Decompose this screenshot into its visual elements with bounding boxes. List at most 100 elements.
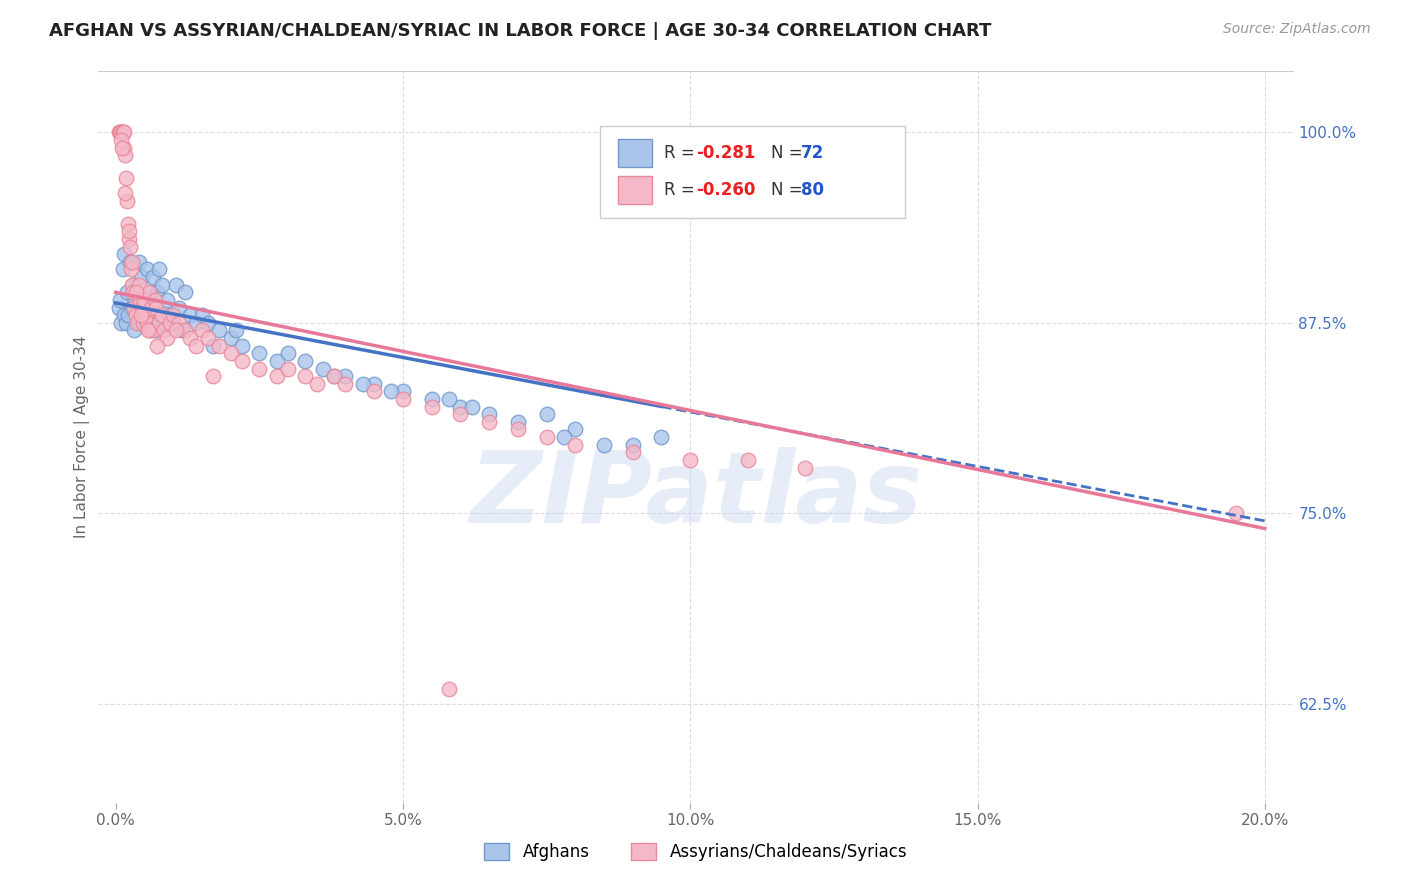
Point (107, 125, 129, 139)
Text: R =: R = (664, 145, 700, 162)
Point (449, 407, 471, 421)
Point (127, 301, 149, 315)
Point (141, 323, 163, 337)
Point (156, 331, 179, 345)
Point (131, 301, 153, 315)
Point (247, 361, 270, 376)
Point (323, 369, 346, 384)
Point (110, 125, 132, 139)
Point (478, 407, 501, 421)
Point (363, 376, 385, 391)
Point (294, 354, 316, 368)
Point (122, 285, 145, 300)
Point (197, 316, 219, 330)
Point (150, 308, 173, 322)
Point (266, 354, 288, 368)
Point (143, 293, 166, 307)
Text: -0.281: -0.281 (696, 145, 755, 162)
Point (142, 323, 165, 337)
Point (145, 323, 167, 337)
Point (392, 384, 415, 399)
Point (506, 415, 529, 429)
Point (794, 460, 817, 475)
Text: 72: 72 (801, 145, 824, 162)
Point (135, 308, 157, 322)
Point (136, 323, 159, 337)
Point (150, 277, 173, 292)
Point (197, 331, 219, 345)
Point (122, 301, 145, 315)
Point (437, 392, 460, 406)
Point (115, 285, 138, 300)
Point (110, 293, 132, 307)
Y-axis label: In Labor Force | Age 30-34: In Labor Force | Age 30-34 (75, 335, 90, 539)
Point (139, 285, 162, 300)
Point (420, 392, 443, 406)
Point (162, 308, 184, 322)
Point (136, 316, 159, 330)
Point (145, 301, 167, 315)
Point (225, 323, 247, 337)
Point (134, 293, 156, 307)
Point (380, 384, 402, 399)
Point (420, 400, 443, 414)
Point (115, 316, 138, 330)
Point (202, 369, 225, 384)
Point (125, 293, 148, 307)
Point (139, 323, 162, 337)
Point (679, 453, 702, 467)
Point (184, 338, 207, 352)
Point (231, 354, 253, 368)
Point (191, 308, 214, 322)
Point (146, 338, 169, 352)
Point (153, 316, 176, 330)
Point (159, 316, 181, 330)
Point (219, 331, 242, 345)
Point (167, 316, 190, 330)
Text: N =: N = (772, 145, 808, 162)
Point (115, 171, 138, 186)
Point (148, 316, 170, 330)
Text: R =: R = (664, 181, 700, 199)
Point (117, 308, 139, 322)
Point (128, 316, 150, 330)
Point (112, 247, 135, 261)
Point (277, 346, 299, 360)
Point (564, 438, 586, 452)
Point (173, 323, 195, 337)
Point (111, 125, 134, 139)
Point (128, 255, 150, 269)
Point (1225, 506, 1247, 520)
Point (148, 262, 170, 277)
Point (138, 285, 160, 300)
Text: N =: N = (772, 181, 808, 199)
Point (132, 316, 155, 330)
Point (141, 301, 163, 315)
Point (142, 270, 165, 285)
Point (134, 293, 156, 307)
Point (135, 316, 157, 330)
Point (122, 323, 145, 337)
Point (478, 415, 501, 429)
Point (121, 301, 143, 315)
Point (110, 133, 132, 147)
Point (191, 323, 214, 337)
Point (111, 140, 134, 154)
Text: 80: 80 (801, 181, 824, 199)
Point (132, 308, 155, 322)
Point (143, 301, 166, 315)
Point (266, 369, 288, 384)
Point (179, 308, 201, 322)
Point (208, 323, 231, 337)
Point (536, 407, 558, 421)
Point (208, 338, 231, 352)
Point (118, 232, 141, 246)
Point (650, 430, 672, 444)
Point (352, 376, 374, 391)
Legend: Afghans, Assyrians/Chaldeans/Syriacs: Afghans, Assyrians/Chaldeans/Syriacs (478, 836, 914, 868)
Point (170, 323, 193, 337)
Point (131, 270, 153, 285)
Point (118, 239, 141, 253)
Point (118, 224, 141, 238)
Text: AFGHAN VS ASSYRIAN/CHALDEAN/SYRIAC IN LABOR FORCE | AGE 30-34 CORRELATION CHART: AFGHAN VS ASSYRIAN/CHALDEAN/SYRIAC IN LA… (49, 22, 991, 40)
